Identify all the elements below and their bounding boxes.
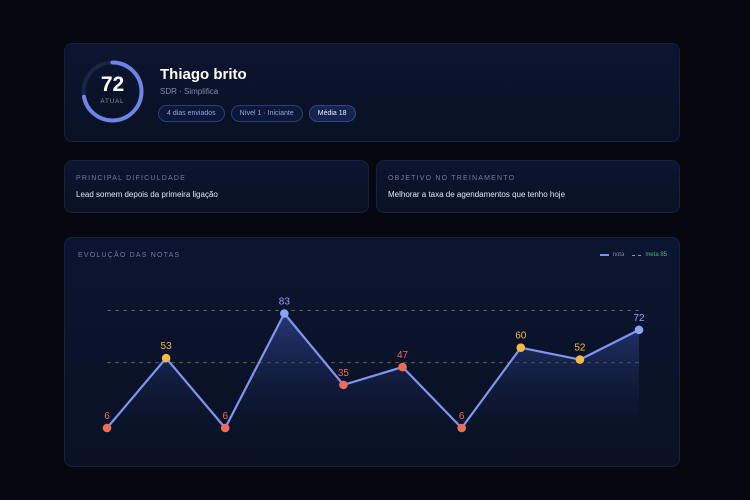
data-point[interactable]	[457, 423, 466, 433]
user-name: Thiago brito	[160, 66, 247, 83]
badge-days-sent: 4 dias enviados	[158, 105, 225, 122]
data-point[interactable]	[102, 423, 112, 433]
score-value: 72	[100, 73, 125, 96]
difficulty-title: PRINCIPAL DIFICULDADE	[76, 175, 186, 182]
data-label: 6	[459, 411, 465, 422]
objective-title: OBJETIVO NO TREINAMENTO	[388, 175, 516, 182]
data-label: 72	[633, 313, 645, 324]
data-label: 83	[279, 297, 291, 308]
badge-level: Nível 1 · Iniciante	[230, 105, 303, 122]
legend-meta-label: meta 85	[645, 252, 667, 258]
series-line	[106, 312, 640, 430]
series-area	[107, 313, 639, 453]
chart-title: EVOLUÇÃO DAS NOTAS	[78, 252, 181, 259]
data-label: 6	[104, 411, 110, 422]
data-point[interactable]	[280, 309, 289, 318]
data-label: 6	[222, 411, 228, 422]
legend-line-swatch	[599, 254, 609, 256]
data-label: 53	[161, 341, 173, 352]
data-label: 35	[338, 368, 350, 379]
difficulty-card: PRINCIPAL DIFICULDADE Lead somem depois …	[64, 160, 369, 213]
legend-dash-swatch	[632, 254, 642, 256]
badge-row: 4 dias enviados Nível 1 · Iniciante Médi…	[158, 105, 356, 122]
user-role: SDR · Simplifica	[160, 87, 219, 96]
legend-nota-label: nota	[612, 252, 625, 258]
score-ring	[81, 60, 144, 123]
legend-nota: nota	[599, 252, 625, 258]
difficulty-text: Lead somem depois da primeira ligação	[76, 190, 218, 199]
chart-legend: nota meta 85	[599, 252, 667, 258]
badge-average: Média 18	[308, 105, 356, 122]
data-point[interactable]	[398, 362, 407, 372]
objective-text: Melhorar a taxa de agendamentos que tenh…	[388, 190, 566, 199]
data-point[interactable]	[220, 423, 230, 433]
data-point[interactable]	[516, 343, 526, 353]
score-label: ATUAL	[100, 99, 125, 105]
data-point[interactable]	[339, 380, 348, 390]
data-point[interactable]	[634, 325, 644, 335]
score-chart: 6 53 6 83 35 47 6 60 52 72	[102, 297, 645, 453]
data-label: 47	[397, 350, 409, 361]
objective-card: OBJETIVO NO TREINAMENTO Melhorar a taxa …	[376, 160, 680, 213]
data-point[interactable]	[575, 355, 585, 364]
data-point[interactable]	[161, 353, 171, 363]
score-chart-card: 6 53 6 83 35 47 6 60 52 72 EVOLUÇÃO DAS NOTAS not…	[64, 237, 680, 467]
profile-card: 72 ATUAL Thiago brito SDR · Simplifica 4…	[64, 43, 680, 142]
legend-meta: meta 85	[632, 252, 667, 258]
data-label: 60	[515, 331, 527, 342]
data-label: 52	[574, 343, 586, 354]
